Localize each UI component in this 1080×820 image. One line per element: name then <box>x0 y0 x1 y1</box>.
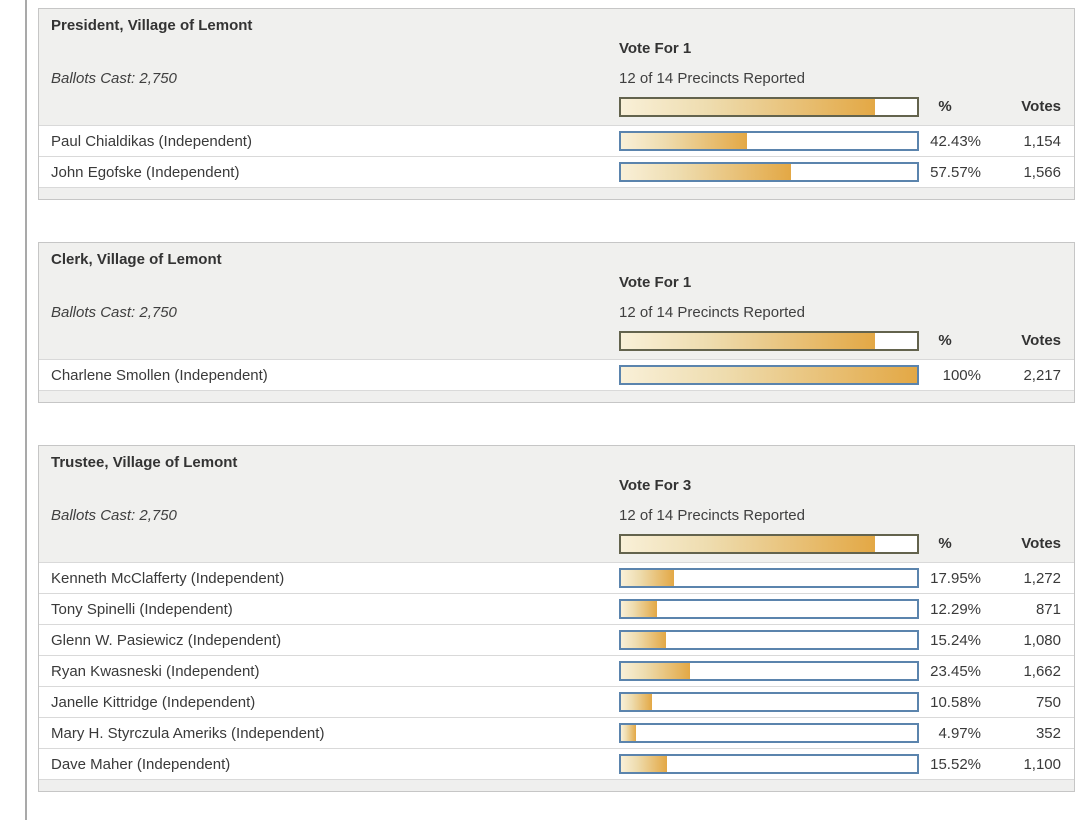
candidate-vote-bar <box>619 630 919 650</box>
candidate-pct: 15.52% <box>930 756 981 773</box>
candidate-votes: 1,100 <box>1023 756 1061 773</box>
candidate-pct: 42.43% <box>930 133 981 150</box>
candidate-vote-bar <box>619 568 919 588</box>
candidate-pct: 4.97% <box>938 725 981 742</box>
candidate-votes: 1,080 <box>1023 632 1061 649</box>
candidate-pct: 10.58% <box>930 694 981 711</box>
candidate-vote-bar <box>619 599 919 619</box>
contest-section: Trustee, Village of Lemont Vote For 3 Ba… <box>38 445 1075 792</box>
precinct-progress-bar <box>619 534 919 554</box>
candidate-votes: 352 <box>1035 725 1061 742</box>
candidate-row: Paul Chialdikas (Independent) 42.43% 1,1… <box>39 125 1074 156</box>
pct-column-header: % <box>938 332 952 349</box>
candidate-votes: 2,217 <box>1023 367 1061 384</box>
contest-header: President, Village of Lemont Vote For 1 … <box>39 9 1074 125</box>
candidate-pct: 57.57% <box>930 164 981 181</box>
vote-for: Vote For 1 <box>619 274 692 291</box>
candidate-row: John Egofske (Independent) 57.57% 1,566 <box>39 156 1074 187</box>
candidate-vote-bar-fill <box>621 632 667 648</box>
candidate-rows: Charlene Smollen (Independent) 100% 2,21… <box>39 359 1074 390</box>
votes-column-header: Votes <box>1021 332 1061 349</box>
candidate-name: Mary H. Styrczula Ameriks (Independent) <box>51 725 325 742</box>
candidate-name: Janelle Kittridge (Independent) <box>51 694 256 711</box>
candidate-vote-bar-fill <box>621 756 667 772</box>
candidate-name: Glenn W. Pasiewicz (Independent) <box>51 632 282 649</box>
precinct-progress-fill <box>621 99 875 115</box>
page-divider <box>25 0 27 820</box>
precinct-progress-bar <box>619 331 919 351</box>
candidate-name: Charlene Smollen (Independent) <box>51 367 268 384</box>
precincts-reported: 12 of 14 Precincts Reported <box>619 70 805 87</box>
candidate-row: Kenneth McClafferty (Independent) 17.95%… <box>39 562 1074 593</box>
candidate-row: Mary H. Styrczula Ameriks (Independent) … <box>39 717 1074 748</box>
candidate-pct: 23.45% <box>930 663 981 680</box>
vote-for: Vote For 3 <box>619 477 692 494</box>
candidate-vote-bar-fill <box>621 133 747 149</box>
candidate-name: Ryan Kwasneski (Independent) <box>51 663 260 680</box>
candidate-votes: 1,662 <box>1023 663 1061 680</box>
votes-column-header: Votes <box>1021 98 1061 115</box>
candidate-pct: 15.24% <box>930 632 981 649</box>
contests: President, Village of Lemont Vote For 1 … <box>38 8 1075 792</box>
contest-section: President, Village of Lemont Vote For 1 … <box>38 8 1075 200</box>
candidate-row: Tony Spinelli (Independent) 12.29% 871 <box>39 593 1074 624</box>
pct-column-header: % <box>938 535 952 552</box>
contest-header: Trustee, Village of Lemont Vote For 3 Ba… <box>39 446 1074 562</box>
vote-for: Vote For 1 <box>619 40 692 57</box>
candidate-vote-bar-fill <box>621 694 653 710</box>
candidate-name: John Egofske (Independent) <box>51 164 240 181</box>
contest-title: President, Village of Lemont <box>51 17 253 34</box>
candidate-votes: 1,272 <box>1023 570 1061 587</box>
candidate-pct: 100% <box>942 367 981 384</box>
precincts-reported: 12 of 14 Precincts Reported <box>619 304 805 321</box>
candidate-votes: 871 <box>1035 601 1061 618</box>
candidate-vote-bar <box>619 162 919 182</box>
ballots-cast: Ballots Cast: 2,750 <box>51 507 177 524</box>
candidate-vote-bar <box>619 692 919 712</box>
results-content: President, Village of Lemont Vote For 1 … <box>38 8 1075 820</box>
candidate-row: Glenn W. Pasiewicz (Independent) 15.24% … <box>39 624 1074 655</box>
candidate-vote-bar-fill <box>621 601 658 617</box>
table-footer <box>39 390 1074 402</box>
contest-title: Trustee, Village of Lemont <box>51 454 238 471</box>
candidate-vote-bar <box>619 131 919 151</box>
candidate-rows: Kenneth McClafferty (Independent) 17.95%… <box>39 562 1074 779</box>
candidate-vote-bar <box>619 723 919 743</box>
precincts-reported: 12 of 14 Precincts Reported <box>619 507 805 524</box>
candidate-votes: 750 <box>1035 694 1061 711</box>
table-footer <box>39 187 1074 199</box>
contest-title: Clerk, Village of Lemont <box>51 251 222 268</box>
candidate-votes: 1,154 <box>1023 133 1061 150</box>
candidate-row: Charlene Smollen (Independent) 100% 2,21… <box>39 359 1074 390</box>
table-footer <box>39 779 1074 791</box>
ballots-cast: Ballots Cast: 2,750 <box>51 304 177 321</box>
precinct-progress-fill <box>621 536 875 552</box>
candidate-vote-bar <box>619 365 919 385</box>
candidate-vote-bar-fill <box>621 725 636 741</box>
candidate-vote-bar-fill <box>621 570 675 586</box>
contest-section: Clerk, Village of Lemont Vote For 1 Ball… <box>38 242 1075 403</box>
candidate-name: Kenneth McClafferty (Independent) <box>51 570 285 587</box>
candidate-rows: Paul Chialdikas (Independent) 42.43% 1,1… <box>39 125 1074 187</box>
candidate-row: Dave Maher (Independent) 15.52% 1,100 <box>39 748 1074 779</box>
candidate-row: Janelle Kittridge (Independent) 10.58% 7… <box>39 686 1074 717</box>
precinct-progress-fill <box>621 333 875 349</box>
precinct-progress-bar <box>619 97 919 117</box>
candidate-vote-bar-fill <box>621 663 691 679</box>
candidate-vote-bar-fill <box>621 164 792 180</box>
candidate-vote-bar <box>619 754 919 774</box>
pct-column-header: % <box>938 98 952 115</box>
candidate-votes: 1,566 <box>1023 164 1061 181</box>
ballots-cast: Ballots Cast: 2,750 <box>51 70 177 87</box>
candidate-row: Ryan Kwasneski (Independent) 23.45% 1,66… <box>39 655 1074 686</box>
candidate-name: Paul Chialdikas (Independent) <box>51 133 252 150</box>
votes-column-header: Votes <box>1021 535 1061 552</box>
candidate-vote-bar <box>619 661 919 681</box>
candidate-name: Dave Maher (Independent) <box>51 756 231 773</box>
candidate-pct: 17.95% <box>930 570 981 587</box>
contest-header: Clerk, Village of Lemont Vote For 1 Ball… <box>39 243 1074 359</box>
candidate-vote-bar-fill <box>621 367 917 383</box>
candidate-pct: 12.29% <box>930 601 981 618</box>
candidate-name: Tony Spinelli (Independent) <box>51 601 233 618</box>
